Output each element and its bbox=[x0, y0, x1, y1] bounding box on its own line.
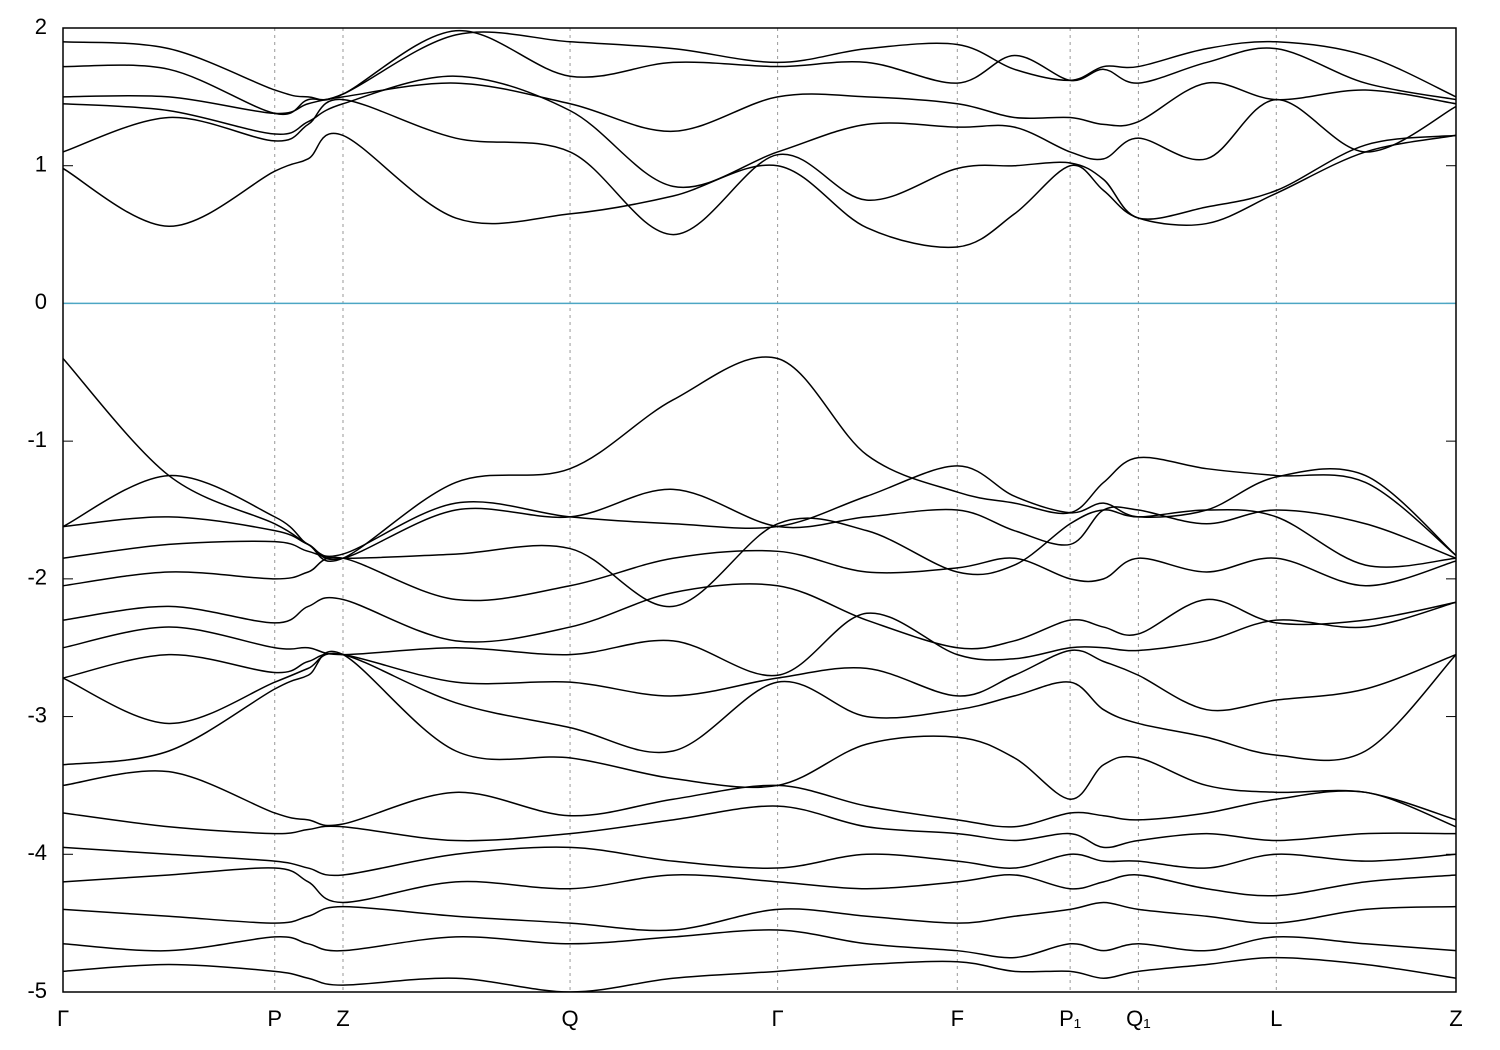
x-tick-label: P bbox=[267, 1006, 282, 1031]
band-line bbox=[63, 867, 1456, 904]
y-tick-label: -2 bbox=[27, 565, 47, 590]
band-line bbox=[63, 805, 1456, 849]
y-tick-label: 2 bbox=[35, 14, 47, 39]
band-line bbox=[63, 956, 1456, 992]
x-tick-label: P₁ bbox=[1059, 1006, 1081, 1031]
band-line bbox=[63, 98, 1456, 236]
band-line bbox=[63, 601, 1456, 677]
y-tick-label: -3 bbox=[27, 702, 47, 727]
x-tick-label: Q bbox=[561, 1006, 578, 1031]
y-tick-label: -1 bbox=[27, 427, 47, 452]
plot-frame bbox=[62, 27, 1457, 993]
x-tick-label: Γ bbox=[57, 1006, 69, 1031]
band-line bbox=[63, 549, 1456, 602]
band-line bbox=[63, 770, 1456, 828]
band-line bbox=[63, 650, 1456, 821]
band-line bbox=[63, 929, 1456, 959]
band-line bbox=[63, 652, 1456, 762]
band-line bbox=[63, 31, 1456, 101]
x-tick-label: Z bbox=[336, 1006, 349, 1031]
band-line bbox=[63, 649, 1456, 712]
bands bbox=[63, 29, 1456, 992]
x-tick-label: L bbox=[1270, 1006, 1282, 1031]
band-line bbox=[63, 81, 1456, 133]
x-tick-label: F bbox=[951, 1006, 964, 1031]
band-line bbox=[63, 29, 1456, 116]
band-line bbox=[63, 75, 1456, 189]
band-line bbox=[63, 901, 1456, 932]
y-tick-label: -5 bbox=[27, 978, 47, 1003]
tick-labels: -5 -4 -3 -2 -1 0 1 2 Γ P Z Q Γ F P₁ Q₁ L Z bbox=[27, 14, 1462, 1031]
band-line bbox=[63, 508, 1456, 608]
y-tick-label: -4 bbox=[27, 840, 47, 865]
band-line bbox=[63, 846, 1456, 877]
y-tick-label: 1 bbox=[35, 152, 47, 177]
band-line bbox=[63, 488, 1456, 561]
x-tick-label: Q₁ bbox=[1126, 1006, 1151, 1031]
band-line bbox=[63, 132, 1456, 249]
grid bbox=[62, 27, 1457, 993]
y-tick-label: 0 bbox=[35, 289, 47, 314]
x-tick-label: Γ bbox=[772, 1006, 784, 1031]
x-tick-label: Z bbox=[1449, 1006, 1462, 1031]
band-line bbox=[63, 583, 1456, 650]
